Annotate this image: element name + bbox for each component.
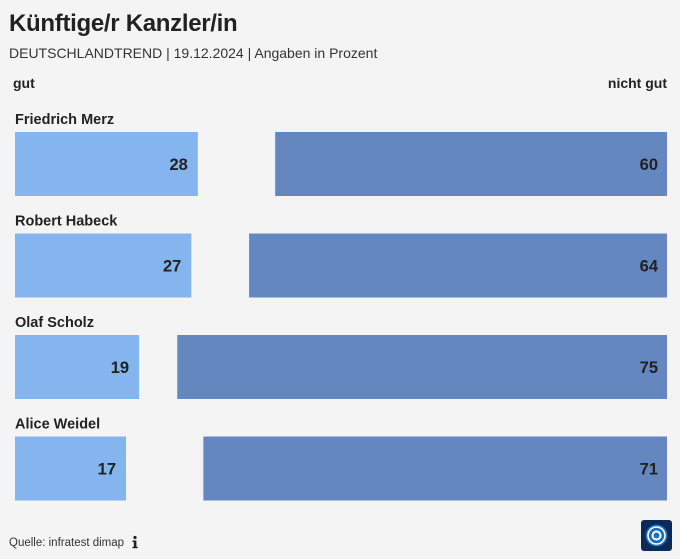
value-label-gut-olaf-scholz: 19 bbox=[111, 359, 129, 377]
source-note: Quelle: infratest dimap bbox=[9, 537, 125, 549]
bar-gut-alice-weidel bbox=[15, 436, 127, 501]
bar-gut-friedrich-merz bbox=[15, 132, 198, 196]
value-label-nicht-gut-friedrich-merz: 60 bbox=[640, 156, 658, 174]
bar-gut-olaf-scholz bbox=[15, 335, 140, 399]
bar-nicht-gut-olaf-scholz bbox=[177, 335, 667, 399]
bar-nicht-gut-alice-weidel bbox=[203, 436, 667, 501]
value-label-nicht-gut-alice-weidel: 71 bbox=[640, 461, 658, 479]
column-label-nicht-gut: nicht gut bbox=[607, 75, 667, 91]
bar-nicht-gut-friedrich-merz bbox=[275, 132, 667, 196]
value-label-gut-friedrich-merz: 28 bbox=[169, 156, 187, 174]
column-label-gut: gut bbox=[13, 75, 35, 91]
category-label-robert-habeck: Robert Habeck bbox=[15, 214, 118, 230]
info-icon[interactable] bbox=[130, 534, 140, 550]
value-label-nicht-gut-robert-habeck: 64 bbox=[640, 258, 659, 276]
tagesschau-logo-icon bbox=[641, 520, 672, 551]
bar-nicht-gut-robert-habeck bbox=[249, 233, 667, 298]
value-label-gut-robert-habeck: 27 bbox=[163, 258, 181, 276]
value-label-gut-alice-weidel: 17 bbox=[98, 461, 116, 479]
category-label-friedrich-merz: Friedrich Merz bbox=[15, 112, 114, 128]
category-label-alice-weidel: Alice Weidel bbox=[15, 417, 100, 433]
value-label-nicht-gut-olaf-scholz: 75 bbox=[640, 359, 658, 377]
chart-title: Künftige/r Kanzler/in bbox=[9, 10, 238, 37]
category-label-olaf-scholz: Olaf Scholz bbox=[15, 315, 94, 331]
bar-gut-robert-habeck bbox=[15, 233, 192, 298]
chart-subtitle: DEUTSCHLANDTREND | 19.12.2024 | Angaben … bbox=[9, 45, 378, 61]
